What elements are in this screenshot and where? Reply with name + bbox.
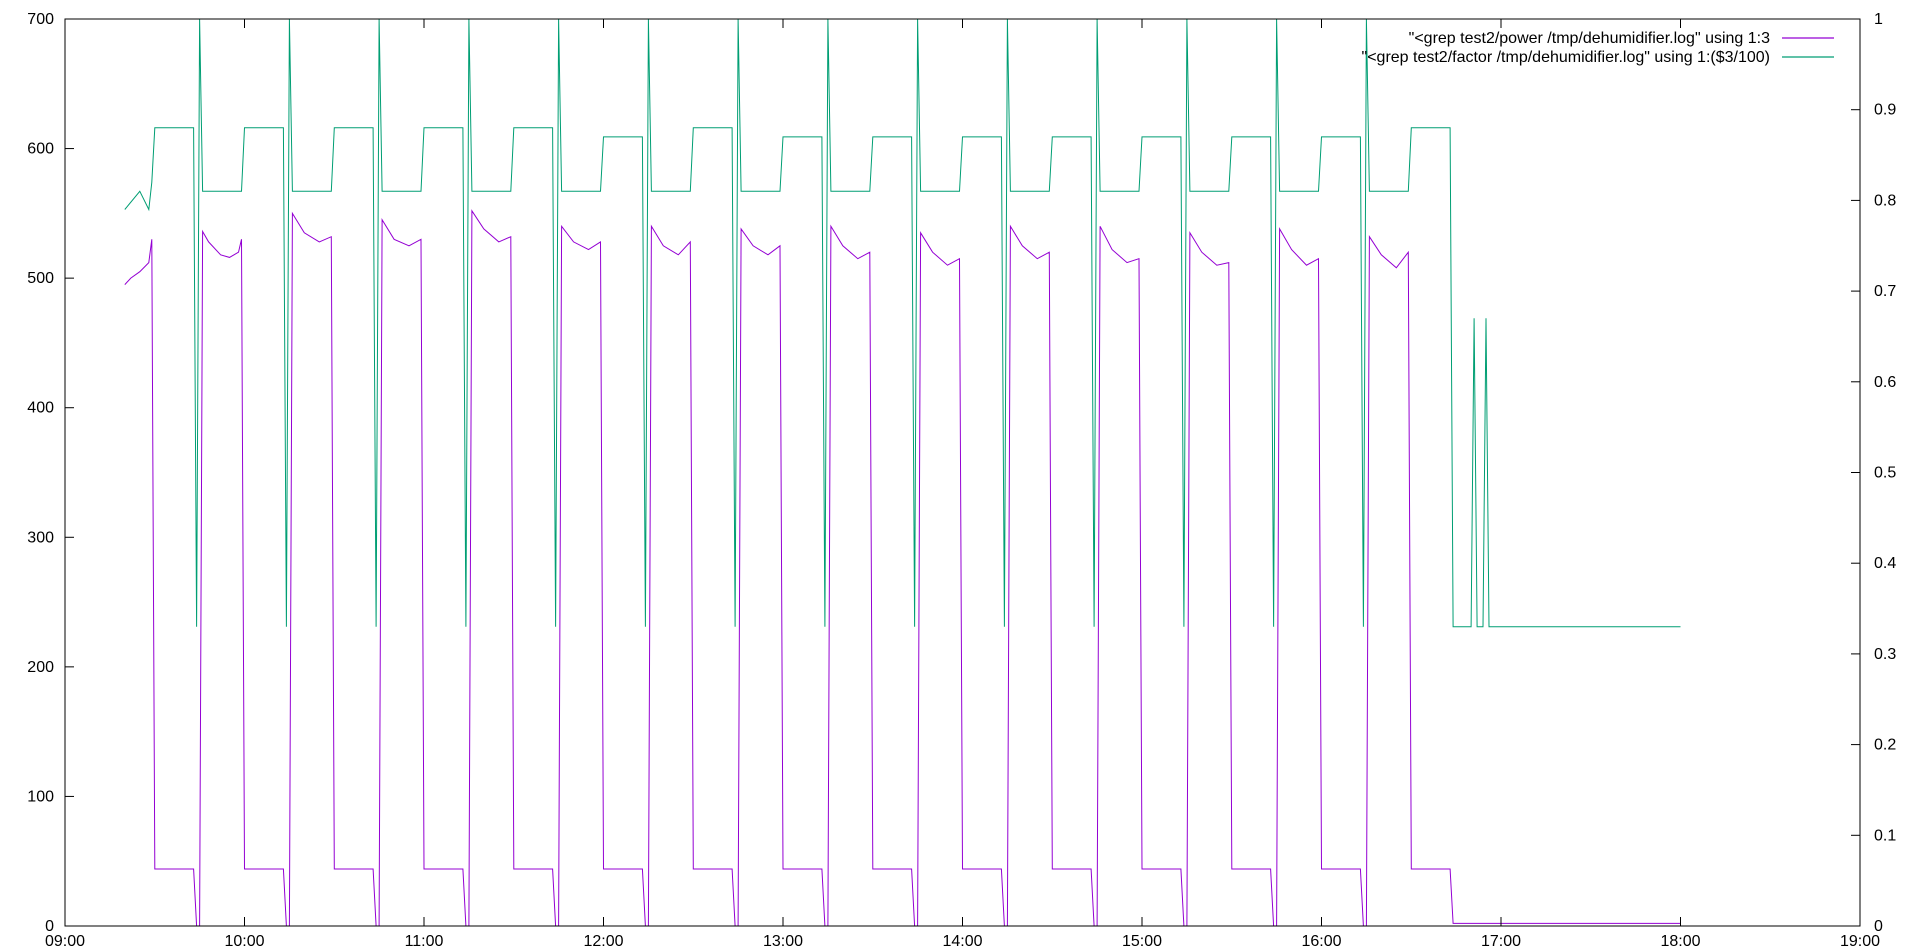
legend-label-power: "<grep test2/power /tmp/dehumidifier.log… <box>1409 30 1770 47</box>
legend: "<grep test2/power /tmp/dehumidifier.log… <box>1362 30 1834 66</box>
y-tick-label: 200 <box>27 659 54 676</box>
y2-tick-label: 0.7 <box>1874 283 1896 300</box>
y-tick-label: 100 <box>27 788 54 805</box>
y2-tick-label: 0 <box>1874 918 1883 935</box>
y2-tick-label: 0.2 <box>1874 737 1896 754</box>
x-tick-label: 16:00 <box>1301 933 1341 950</box>
y2-tick-label: 0.6 <box>1874 374 1896 391</box>
y2-tick-label: 0.8 <box>1874 192 1896 209</box>
x-tick-label: 14:00 <box>942 933 982 950</box>
axis-layer: 09:00 10:00 11:00 12:00 13:00 14:00 15:00 16:00… <box>27 11 1896 950</box>
x-tick-label: 10:00 <box>224 933 264 950</box>
series-line-factor <box>124 18 1681 628</box>
y2-tick-label: 0.9 <box>1874 102 1896 119</box>
series-layer <box>124 18 1681 927</box>
y-tick-label: 500 <box>27 270 54 287</box>
y2-tick-label: 0.1 <box>1874 827 1896 844</box>
y2-tick-label: 0.5 <box>1874 465 1896 482</box>
series-line-power <box>124 209 1681 927</box>
y2-tick-label: 0.3 <box>1874 646 1896 663</box>
y2-tick-label: 0.4 <box>1874 555 1896 572</box>
x-tick-label: 09:00 <box>45 933 85 950</box>
x-tick-label: 18:00 <box>1660 933 1700 950</box>
x-tick-label: 19:00 <box>1840 933 1880 950</box>
x-tick-label: 13:00 <box>763 933 803 950</box>
y-tick-label: 600 <box>27 141 54 158</box>
y-tick-label: 0 <box>45 918 54 935</box>
y2-tick-label: 1 <box>1874 11 1883 28</box>
legend-label-factor: "<grep test2/factor /tmp/dehumidifier.lo… <box>1362 49 1770 66</box>
y-tick-label: 400 <box>27 400 54 417</box>
x-tick-label: 17:00 <box>1481 933 1521 950</box>
x-tick-label: 12:00 <box>583 933 623 950</box>
x-tick-label: 11:00 <box>405 933 444 950</box>
y-tick-label: 700 <box>27 11 54 28</box>
x-tick-label: 15:00 <box>1122 933 1162 950</box>
y-tick-label: 300 <box>27 529 54 546</box>
